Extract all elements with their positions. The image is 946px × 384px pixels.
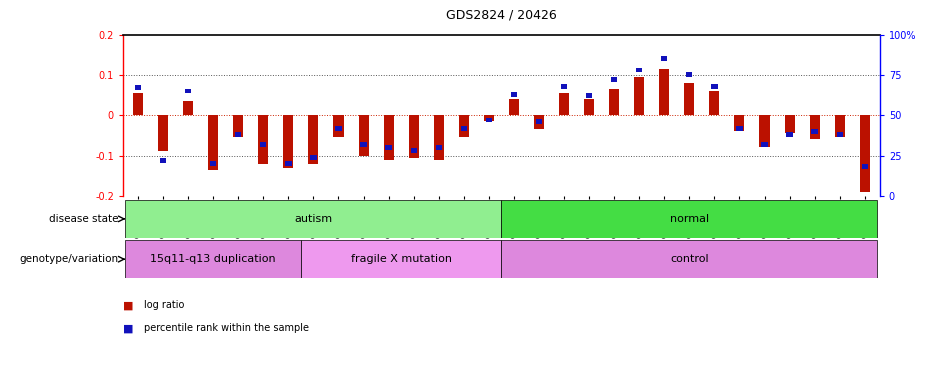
Text: genotype/variation: genotype/variation — [19, 254, 118, 264]
Bar — [135, 85, 141, 90]
Bar — [360, 142, 367, 147]
Bar — [686, 73, 692, 77]
Bar — [711, 84, 717, 89]
Bar — [411, 148, 417, 153]
Bar — [860, 115, 869, 192]
Bar — [501, 200, 877, 238]
Bar — [611, 77, 618, 82]
Bar — [334, 115, 343, 137]
Bar — [126, 200, 501, 238]
Bar — [308, 115, 319, 164]
Bar — [684, 83, 694, 115]
Bar — [786, 132, 793, 137]
Bar — [208, 115, 219, 170]
Bar — [584, 99, 594, 115]
Bar — [409, 115, 419, 157]
Text: 15q11-q13 duplication: 15q11-q13 duplication — [150, 254, 276, 264]
Bar — [509, 99, 519, 115]
Bar — [461, 126, 467, 131]
Text: control: control — [670, 254, 709, 264]
Bar — [559, 93, 569, 115]
Text: log ratio: log ratio — [144, 300, 184, 310]
Text: fragile X mutation: fragile X mutation — [351, 254, 451, 264]
Bar — [812, 129, 817, 134]
Bar — [784, 115, 795, 133]
Bar — [185, 89, 191, 93]
Bar — [534, 115, 544, 129]
Bar — [636, 68, 642, 73]
Bar — [501, 240, 877, 278]
Bar — [710, 91, 719, 115]
Bar — [459, 115, 469, 137]
Bar — [236, 132, 241, 137]
Bar — [126, 240, 301, 278]
Text: ■: ■ — [123, 300, 133, 310]
Bar — [160, 158, 166, 163]
Text: disease state: disease state — [49, 214, 118, 224]
Bar — [661, 56, 667, 61]
Bar — [258, 115, 269, 164]
Bar — [535, 119, 542, 124]
Bar — [634, 77, 644, 115]
Bar — [659, 69, 669, 115]
Bar — [184, 101, 193, 115]
Bar — [609, 89, 620, 115]
Bar — [385, 145, 392, 150]
Bar — [734, 115, 745, 131]
Bar — [762, 142, 767, 147]
Bar — [760, 115, 769, 147]
Text: autism: autism — [294, 214, 332, 224]
Bar — [433, 115, 444, 160]
Bar — [862, 164, 867, 169]
Bar — [133, 93, 143, 115]
Text: ■: ■ — [123, 323, 133, 333]
Text: normal: normal — [670, 214, 709, 224]
Bar — [483, 115, 494, 121]
Bar — [383, 115, 394, 160]
Bar — [286, 161, 291, 166]
Bar — [485, 118, 492, 122]
Bar — [210, 161, 217, 166]
Bar — [586, 93, 592, 98]
Bar — [336, 126, 342, 131]
Bar — [234, 115, 243, 137]
Bar — [810, 115, 819, 139]
Bar — [561, 84, 568, 89]
Bar — [284, 115, 293, 168]
Text: GDS2824 / 20426: GDS2824 / 20426 — [446, 9, 557, 22]
Bar — [310, 155, 317, 160]
Bar — [834, 115, 845, 137]
Bar — [435, 145, 442, 150]
Bar — [836, 132, 843, 137]
Bar — [511, 92, 517, 97]
Bar — [260, 142, 267, 147]
Bar — [158, 115, 168, 152]
Bar — [736, 126, 743, 131]
Bar — [301, 240, 501, 278]
Text: percentile rank within the sample: percentile rank within the sample — [144, 323, 308, 333]
Bar — [359, 115, 369, 156]
